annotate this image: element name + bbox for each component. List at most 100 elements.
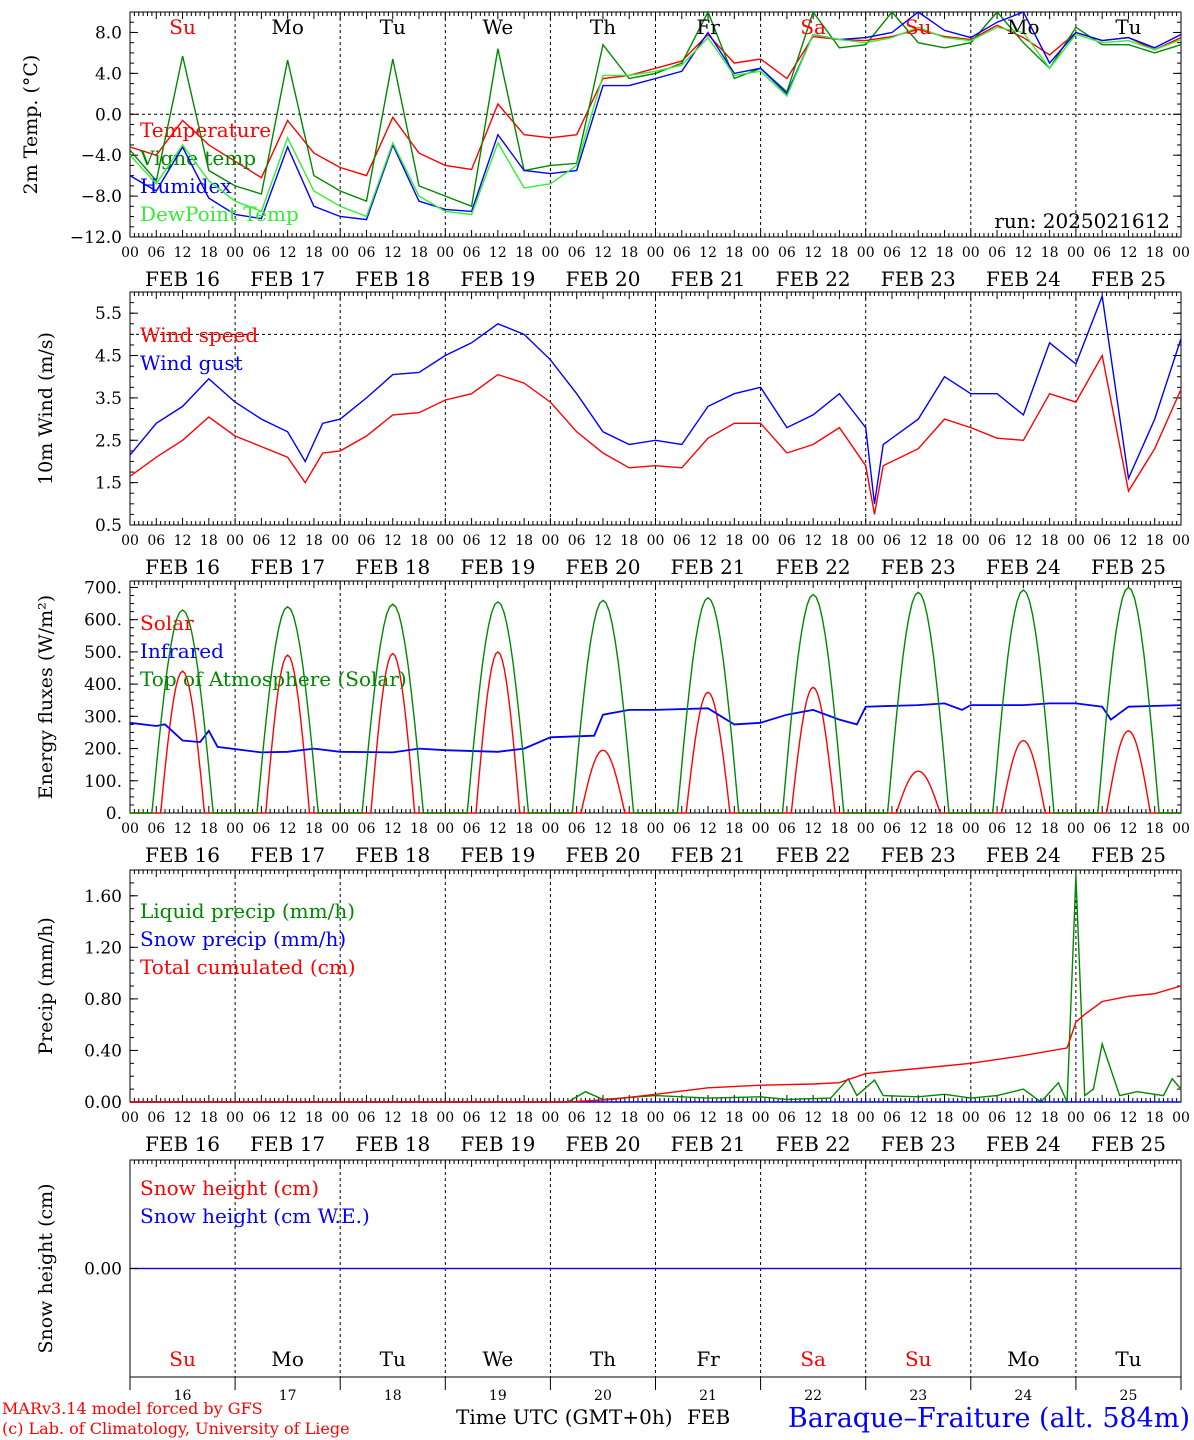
hour-tick-label: 12 xyxy=(174,821,192,837)
weekday-label-top: Mo xyxy=(1007,15,1040,39)
weekday-label-bottom: Fr xyxy=(696,1347,720,1371)
day-label: FEB 19 xyxy=(460,1132,535,1156)
day-label: FEB 20 xyxy=(565,1132,640,1156)
hour-tick-label: 00 xyxy=(1067,245,1085,261)
hour-tick-label: 12 xyxy=(174,1110,192,1126)
footer-month: FEB xyxy=(687,1405,730,1429)
hour-tick-label: 06 xyxy=(778,533,796,549)
hour-tick-label: 18 xyxy=(936,821,954,837)
hour-tick-label: 18 xyxy=(725,1110,743,1126)
hour-tick-label: 12 xyxy=(174,533,192,549)
hour-tick-label: 00 xyxy=(857,245,875,261)
hour-tick-label: 12 xyxy=(489,1110,507,1126)
y-tick-label: 700. xyxy=(84,578,122,598)
day-label: FEB 22 xyxy=(776,843,851,867)
hour-tick-label: 06 xyxy=(673,245,691,261)
day-label: FEB 18 xyxy=(355,843,430,867)
hour-tick-label: 00 xyxy=(1067,1110,1085,1126)
hour-tick-label: 00 xyxy=(541,821,559,837)
day-label: FEB 23 xyxy=(881,555,956,579)
day-label: FEB 23 xyxy=(881,1132,956,1156)
hour-tick-label: 18 xyxy=(1041,533,1059,549)
hour-tick-label: 18 xyxy=(1041,821,1059,837)
weekday-label-bottom: Su xyxy=(169,1347,196,1371)
hour-tick-label: 00 xyxy=(647,245,665,261)
hour-tick-label: 12 xyxy=(1014,1110,1032,1126)
hour-tick-label: 18 xyxy=(1146,245,1164,261)
hour-tick-label: 12 xyxy=(174,245,192,261)
day-label: FEB 16 xyxy=(145,843,220,867)
hour-tick-label: 18 xyxy=(1041,1110,1059,1126)
y-tick-label: 4.0 xyxy=(95,64,122,84)
y-tick-label: 600. xyxy=(84,611,122,631)
weekday-label-bottom: Sa xyxy=(800,1347,826,1371)
day-label: FEB 20 xyxy=(565,843,640,867)
hour-tick-label: 06 xyxy=(883,1110,901,1126)
hour-tick-label: 00 xyxy=(331,245,349,261)
hour-tick-label: 06 xyxy=(147,821,165,837)
series-line-0 xyxy=(129,353,1182,515)
hour-tick-label: 06 xyxy=(883,245,901,261)
y-tick-label: 400. xyxy=(84,675,122,695)
day-label: FEB 19 xyxy=(460,267,535,291)
y-tick-label: 0.00 xyxy=(84,1093,122,1113)
weekday-label-top: Su xyxy=(905,15,932,39)
day-label: FEB 25 xyxy=(1091,1132,1166,1156)
hour-tick-label: 12 xyxy=(699,1110,717,1126)
hour-tick-label: 18 xyxy=(831,821,849,837)
hour-tick-label: 00 xyxy=(857,821,875,837)
hour-tick-label: 00 xyxy=(226,821,244,837)
y-tick-label: 1.60 xyxy=(84,887,122,907)
day-number-label: 25 xyxy=(1120,1388,1138,1404)
day-number-label: 24 xyxy=(1014,1388,1032,1404)
day-label: FEB 19 xyxy=(460,843,535,867)
hour-tick-label: 06 xyxy=(252,245,270,261)
hour-tick-label: 18 xyxy=(200,821,218,837)
y-tick-label: 5.5 xyxy=(95,304,122,324)
hour-tick-label: 06 xyxy=(1093,245,1111,261)
day-label: FEB 20 xyxy=(565,555,640,579)
hour-tick-label: 00 xyxy=(541,245,559,261)
weekday-label-top: Mo xyxy=(271,15,304,39)
hour-tick-label: 18 xyxy=(515,1110,533,1126)
hour-tick-label: 12 xyxy=(594,245,612,261)
hour-tick-label: 18 xyxy=(410,533,428,549)
hour-tick-label: 06 xyxy=(252,821,270,837)
hour-tick-label: 12 xyxy=(384,821,402,837)
hour-tick-label: 06 xyxy=(252,1110,270,1126)
hour-tick-label: 06 xyxy=(883,821,901,837)
day-label: FEB 19 xyxy=(460,555,535,579)
hour-tick-label: 12 xyxy=(699,245,717,261)
day-number-label: 19 xyxy=(489,1388,507,1404)
hour-tick-label: 18 xyxy=(1041,245,1059,261)
hour-tick-label: 18 xyxy=(936,245,954,261)
day-label: FEB 23 xyxy=(881,843,956,867)
legend-entry: Temperature xyxy=(140,118,271,142)
legend-entry: Liquid precip (mm/h) xyxy=(140,899,355,923)
hour-tick-label: 18 xyxy=(831,533,849,549)
hour-tick-label: 18 xyxy=(305,1110,323,1126)
hour-tick-label: 06 xyxy=(778,1110,796,1126)
y-axis-label: Energy fluxes (W/m²) xyxy=(35,595,57,799)
y-tick-label: 0.80 xyxy=(84,990,122,1010)
hour-tick-label: 18 xyxy=(725,821,743,837)
hour-tick-label: 12 xyxy=(909,245,927,261)
hour-tick-label: 00 xyxy=(962,245,980,261)
weekday-label-top: Th xyxy=(590,15,616,39)
series-line-2 xyxy=(129,11,1182,221)
hour-tick-label: 06 xyxy=(358,821,376,837)
hour-tick-label: 00 xyxy=(436,533,454,549)
hour-tick-label: 00 xyxy=(436,1110,454,1126)
day-number-label: 20 xyxy=(594,1388,612,1404)
legend-entry: Solar xyxy=(140,611,194,635)
hour-tick-label: 12 xyxy=(279,533,297,549)
weekday-label-top: Sa xyxy=(800,15,826,39)
day-label: FEB 25 xyxy=(1091,555,1166,579)
hour-tick-label: 18 xyxy=(831,1110,849,1126)
weekday-label-top: Tu xyxy=(380,15,406,39)
hour-tick-label: 18 xyxy=(305,533,323,549)
hour-tick-label: 06 xyxy=(252,533,270,549)
legend-entry: Wind gust xyxy=(140,351,243,375)
hour-tick-label: 00 xyxy=(752,821,770,837)
y-tick-label: 0.40 xyxy=(84,1041,122,1061)
